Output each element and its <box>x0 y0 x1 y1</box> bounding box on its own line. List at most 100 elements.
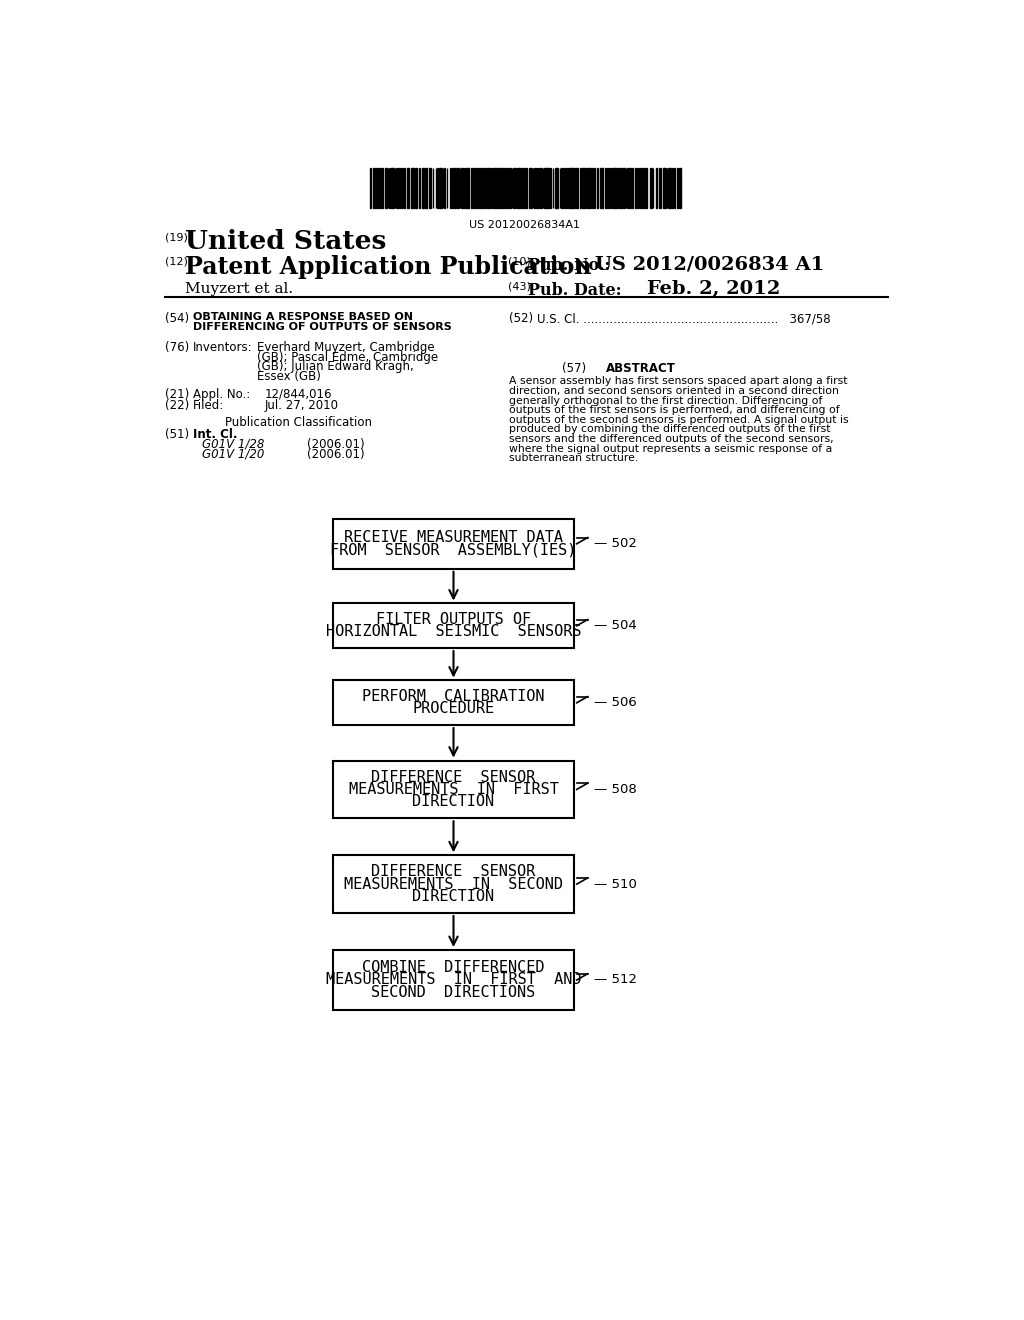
Bar <box>643 168 644 207</box>
Bar <box>624 168 625 207</box>
Text: A sensor assembly has first sensors spaced apart along a first: A sensor assembly has first sensors spac… <box>509 376 848 387</box>
Text: MEASUREMENTS  IN  FIRST  AND: MEASUREMENTS IN FIRST AND <box>326 973 582 987</box>
Text: DIRECTION: DIRECTION <box>413 888 495 904</box>
Text: (43): (43) <box>508 281 530 292</box>
Text: Appl. No.:: Appl. No.: <box>194 388 250 401</box>
Bar <box>407 168 410 207</box>
Bar <box>645 168 647 207</box>
Bar <box>334 950 573 1010</box>
Bar <box>540 168 542 207</box>
Text: G01V 1/20: G01V 1/20 <box>203 447 265 461</box>
Bar <box>635 168 636 207</box>
Bar <box>563 168 564 207</box>
Bar <box>425 168 427 207</box>
Bar <box>583 168 584 207</box>
Text: Int. Cl.: Int. Cl. <box>194 428 238 441</box>
Text: Pub. No.:: Pub. No.: <box>528 257 610 275</box>
Text: direction, and second sensors oriented in a second direction: direction, and second sensors oriented i… <box>509 385 840 396</box>
Text: (22): (22) <box>165 399 189 412</box>
Bar <box>392 168 394 207</box>
Text: Essex (GB): Essex (GB) <box>257 370 321 383</box>
Bar <box>471 168 472 207</box>
Bar <box>503 168 504 207</box>
Text: G01V 1/28: G01V 1/28 <box>203 438 265 451</box>
Text: SECOND  DIRECTIONS: SECOND DIRECTIONS <box>372 985 536 999</box>
Bar <box>385 168 387 207</box>
Text: (52): (52) <box>509 313 534 326</box>
Bar <box>507 168 509 207</box>
Bar <box>597 168 598 207</box>
Text: ABSTRACT: ABSTRACT <box>606 363 676 375</box>
Bar <box>555 168 557 207</box>
Text: generally orthogonal to the first direction. Differencing of: generally orthogonal to the first direct… <box>509 396 822 405</box>
Bar <box>589 168 591 207</box>
Bar <box>569 168 570 207</box>
Text: US 2012/0026834 A1: US 2012/0026834 A1 <box>595 256 824 273</box>
Text: — 508: — 508 <box>594 783 637 796</box>
Text: sensors and the differenced outputs of the second sensors,: sensors and the differenced outputs of t… <box>509 434 834 444</box>
Text: MEASUREMENTS  IN  FIRST: MEASUREMENTS IN FIRST <box>348 781 558 797</box>
Text: Pub. Date:: Pub. Date: <box>528 281 622 298</box>
Text: (10): (10) <box>508 257 530 267</box>
Bar <box>450 168 452 207</box>
Bar <box>496 168 498 207</box>
Bar <box>334 855 573 913</box>
Text: RECEIVE MEASUREMENT DATA: RECEIVE MEASUREMENT DATA <box>344 531 563 545</box>
Text: — 502: — 502 <box>594 537 637 550</box>
Text: Inventors:: Inventors: <box>194 341 253 354</box>
Text: DIFFERENCING OF OUTPUTS OF SENSORS: DIFFERENCING OF OUTPUTS OF SENSORS <box>194 322 452 333</box>
Text: PERFORM  CALIBRATION: PERFORM CALIBRATION <box>362 689 545 704</box>
Bar <box>679 168 681 207</box>
Bar <box>475 168 477 207</box>
Bar <box>334 760 573 818</box>
Text: (GB); Julian Edward Kragh,: (GB); Julian Edward Kragh, <box>257 360 414 374</box>
Bar <box>600 168 601 207</box>
Text: Feb. 2, 2012: Feb. 2, 2012 <box>647 280 780 298</box>
Bar <box>521 168 523 207</box>
Text: Everhard Muyzert, Cambridge: Everhard Muyzert, Cambridge <box>257 341 434 354</box>
Text: (GB); Pascal Edme, Cambridge: (GB); Pascal Edme, Cambridge <box>257 351 438 363</box>
Bar <box>467 168 469 207</box>
Bar <box>413 168 414 207</box>
Text: DIFFERENCE  SENSOR: DIFFERENCE SENSOR <box>372 770 536 784</box>
Text: Jul. 27, 2010: Jul. 27, 2010 <box>264 399 338 412</box>
Text: (12): (12) <box>165 257 188 267</box>
Text: (2006.01): (2006.01) <box>307 447 365 461</box>
Bar <box>486 168 489 207</box>
Text: Muyzert et al.: Muyzert et al. <box>185 281 294 296</box>
Text: COMBINE  DIFFERENCED: COMBINE DIFFERENCED <box>362 960 545 975</box>
Text: FILTER OUTPUTS OF: FILTER OUTPUTS OF <box>376 612 531 627</box>
Text: outputs of the second sensors is performed. A signal output is: outputs of the second sensors is perform… <box>509 414 849 425</box>
Bar <box>649 168 652 207</box>
Bar <box>458 168 459 207</box>
Text: Filed:: Filed: <box>194 399 224 412</box>
Text: Patent Application Publication: Patent Application Publication <box>185 256 592 280</box>
Text: 12/844,016: 12/844,016 <box>264 388 332 401</box>
Bar <box>401 168 403 207</box>
Bar <box>544 168 547 207</box>
Text: — 506: — 506 <box>594 696 637 709</box>
Bar <box>334 519 573 569</box>
Bar <box>334 603 573 648</box>
Bar <box>629 168 631 207</box>
Bar <box>529 168 531 207</box>
Text: — 512: — 512 <box>594 973 637 986</box>
Bar <box>455 168 456 207</box>
Bar <box>513 168 515 207</box>
Bar <box>575 168 579 207</box>
Bar <box>674 168 675 207</box>
Text: — 504: — 504 <box>594 619 637 632</box>
Bar <box>566 168 568 207</box>
Text: (19): (19) <box>165 232 188 243</box>
Bar <box>373 168 375 207</box>
Text: where the signal output represents a seismic response of a: where the signal output represents a sei… <box>509 444 833 454</box>
Bar <box>621 168 622 207</box>
Bar <box>632 168 633 207</box>
Bar <box>571 168 573 207</box>
Text: United States: United States <box>185 230 387 255</box>
Bar <box>379 168 381 207</box>
Bar <box>615 168 617 207</box>
Bar <box>429 168 431 207</box>
Text: produced by combining the differenced outputs of the first: produced by combining the differenced ou… <box>509 425 830 434</box>
Bar <box>594 168 595 207</box>
